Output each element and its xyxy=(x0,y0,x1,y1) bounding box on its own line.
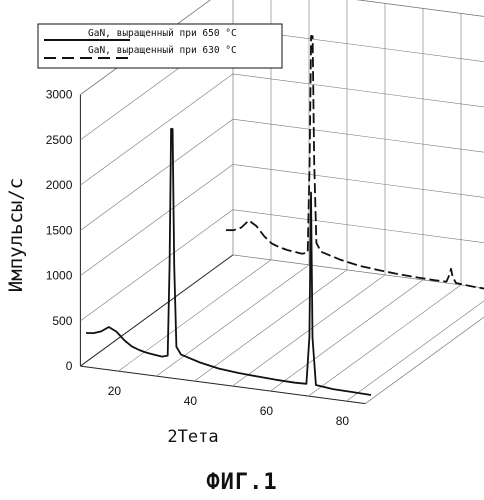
grid-x-floor xyxy=(308,285,461,396)
y-tick-label: 0 xyxy=(66,359,73,373)
floor-front-edge xyxy=(80,366,365,404)
grid-y-back xyxy=(233,164,484,202)
grid-x-floor xyxy=(194,270,347,381)
grid-x-floor xyxy=(156,265,309,376)
back-wall-top xyxy=(233,0,484,21)
y-tick-label: 1000 xyxy=(46,269,73,283)
y-tick-label: 2000 xyxy=(46,178,73,192)
x-axis-label: 2Тета xyxy=(167,427,218,447)
figure-caption: ФИГ.1 xyxy=(0,470,484,495)
y-tick-label: 2500 xyxy=(46,133,73,147)
chart-3d: 0 500 1000 1500 2000 2500 3000 20 40 60 80 Импульс… xyxy=(0,0,484,470)
y-tick-label: 3000 xyxy=(46,88,73,102)
grid-y-left xyxy=(80,119,233,230)
grid-y-back xyxy=(233,0,484,21)
x-tick-label: 20 xyxy=(108,384,122,398)
grid-y-left xyxy=(80,164,233,275)
y-tick-label: 1500 xyxy=(46,223,73,237)
tick-layer: 0 500 1000 1500 2000 2500 3000 20 40 60 80 xyxy=(46,88,350,429)
grid-y-left xyxy=(80,74,233,185)
legend-label-650: GaN, выращенный при 650 °C xyxy=(88,28,237,39)
series-line-630 xyxy=(226,36,484,293)
series-layer xyxy=(86,36,484,395)
legend-label-630: GaN, выращенный при 630 °C xyxy=(88,45,237,56)
legend: GaN, выращенный при 650 °C GaN, выращенн… xyxy=(38,24,282,68)
grid-y-back xyxy=(233,74,484,112)
floor-left-edge xyxy=(80,255,233,366)
grid-x-floor xyxy=(346,290,484,401)
series-line-650 xyxy=(86,129,371,395)
y-axis-label: Импульсы/с xyxy=(5,178,27,292)
x-tick-label: 40 xyxy=(184,394,198,408)
grid-y-back xyxy=(233,119,484,156)
y-tick-label: 500 xyxy=(52,314,72,328)
x-tick-label: 80 xyxy=(336,414,350,428)
x-tick-label: 60 xyxy=(260,404,274,418)
grid-x-floor xyxy=(270,280,423,391)
